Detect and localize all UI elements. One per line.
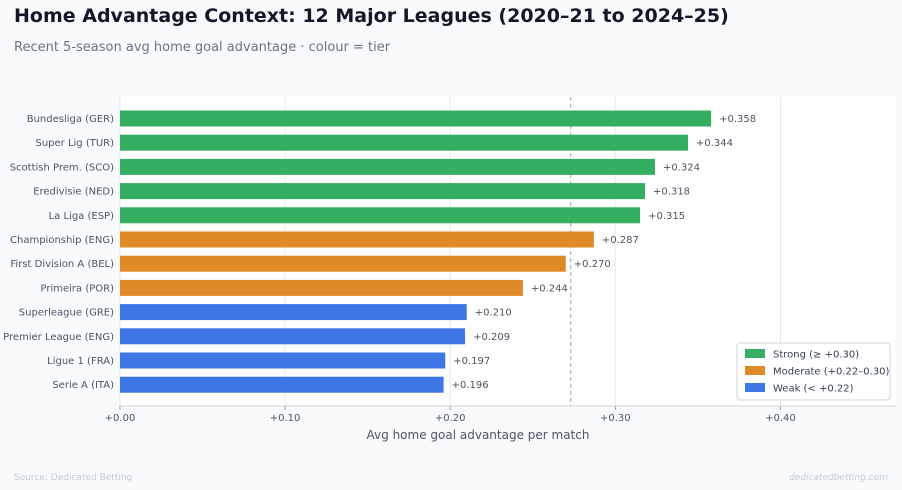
value-label: +0.358: [719, 114, 756, 125]
bar: [120, 352, 446, 369]
x-tick-label: +0.00: [105, 413, 136, 424]
value-label: +0.209: [473, 332, 510, 343]
value-label: +0.318: [653, 187, 690, 198]
bar: [120, 304, 467, 321]
bar: [120, 158, 655, 175]
legend-label: Moderate (+0.22–0.30): [773, 367, 890, 378]
category-label: Primeira (POR): [41, 283, 115, 294]
bar: [120, 110, 712, 127]
bar: [120, 328, 466, 345]
category-label: Premier League (ENG): [3, 332, 114, 343]
category-label: Championship (ENG): [10, 235, 114, 246]
brand-watermark: dedicatedbetting.com: [788, 473, 888, 483]
category-label: La Liga (ESP): [49, 211, 114, 222]
chart-title: Home Advantage Context: 12 Major Leagues…: [14, 5, 729, 27]
source-note: Source: Dedicated Betting: [14, 473, 133, 483]
category-label: Ligue 1 (FRA): [47, 356, 114, 367]
bar: [120, 183, 646, 200]
x-axis-title: Avg home goal advantage per match: [367, 428, 590, 442]
legend-label: Weak (< +0.22): [773, 384, 854, 395]
value-label: +0.196: [452, 380, 489, 391]
value-label: +0.270: [574, 259, 611, 270]
x-tick-label: +0.40: [765, 413, 796, 424]
legend-swatch: [745, 349, 765, 358]
value-label: +0.210: [475, 308, 512, 319]
value-label: +0.344: [696, 138, 733, 149]
bar: [120, 279, 523, 296]
legend-swatch: [745, 366, 765, 375]
category-label: First Division A (BEL): [10, 259, 114, 270]
category-label: Superleague (GRE): [19, 308, 114, 319]
chart-subtitle: Recent 5-season avg home goal advantage …: [14, 40, 391, 55]
category-label: Eredivisie (NED): [33, 187, 114, 198]
category-label: Bundesliga (GER): [27, 114, 114, 125]
x-tick-label: +0.20: [435, 413, 466, 424]
x-tick-label: +0.10: [270, 413, 301, 424]
value-label: +0.315: [648, 211, 685, 222]
value-label: +0.287: [602, 235, 639, 246]
bar: [120, 134, 688, 151]
value-label: +0.197: [453, 356, 490, 367]
bar: [120, 255, 566, 272]
category-label: Super Lig (TUR): [35, 138, 114, 149]
value-label: +0.244: [531, 283, 568, 294]
category-label: Serie A (ITA): [52, 380, 114, 391]
bar: [120, 376, 444, 393]
legend-box: [736, 342, 891, 401]
bar: [120, 207, 641, 224]
bar: [120, 231, 594, 248]
value-label: +0.324: [663, 162, 700, 173]
legend-label: Strong (≥ +0.30): [773, 350, 859, 361]
category-label: Scottish Prem. (SCO): [10, 162, 114, 173]
x-tick-label: +0.30: [600, 413, 631, 424]
legend-swatch: [745, 383, 765, 392]
